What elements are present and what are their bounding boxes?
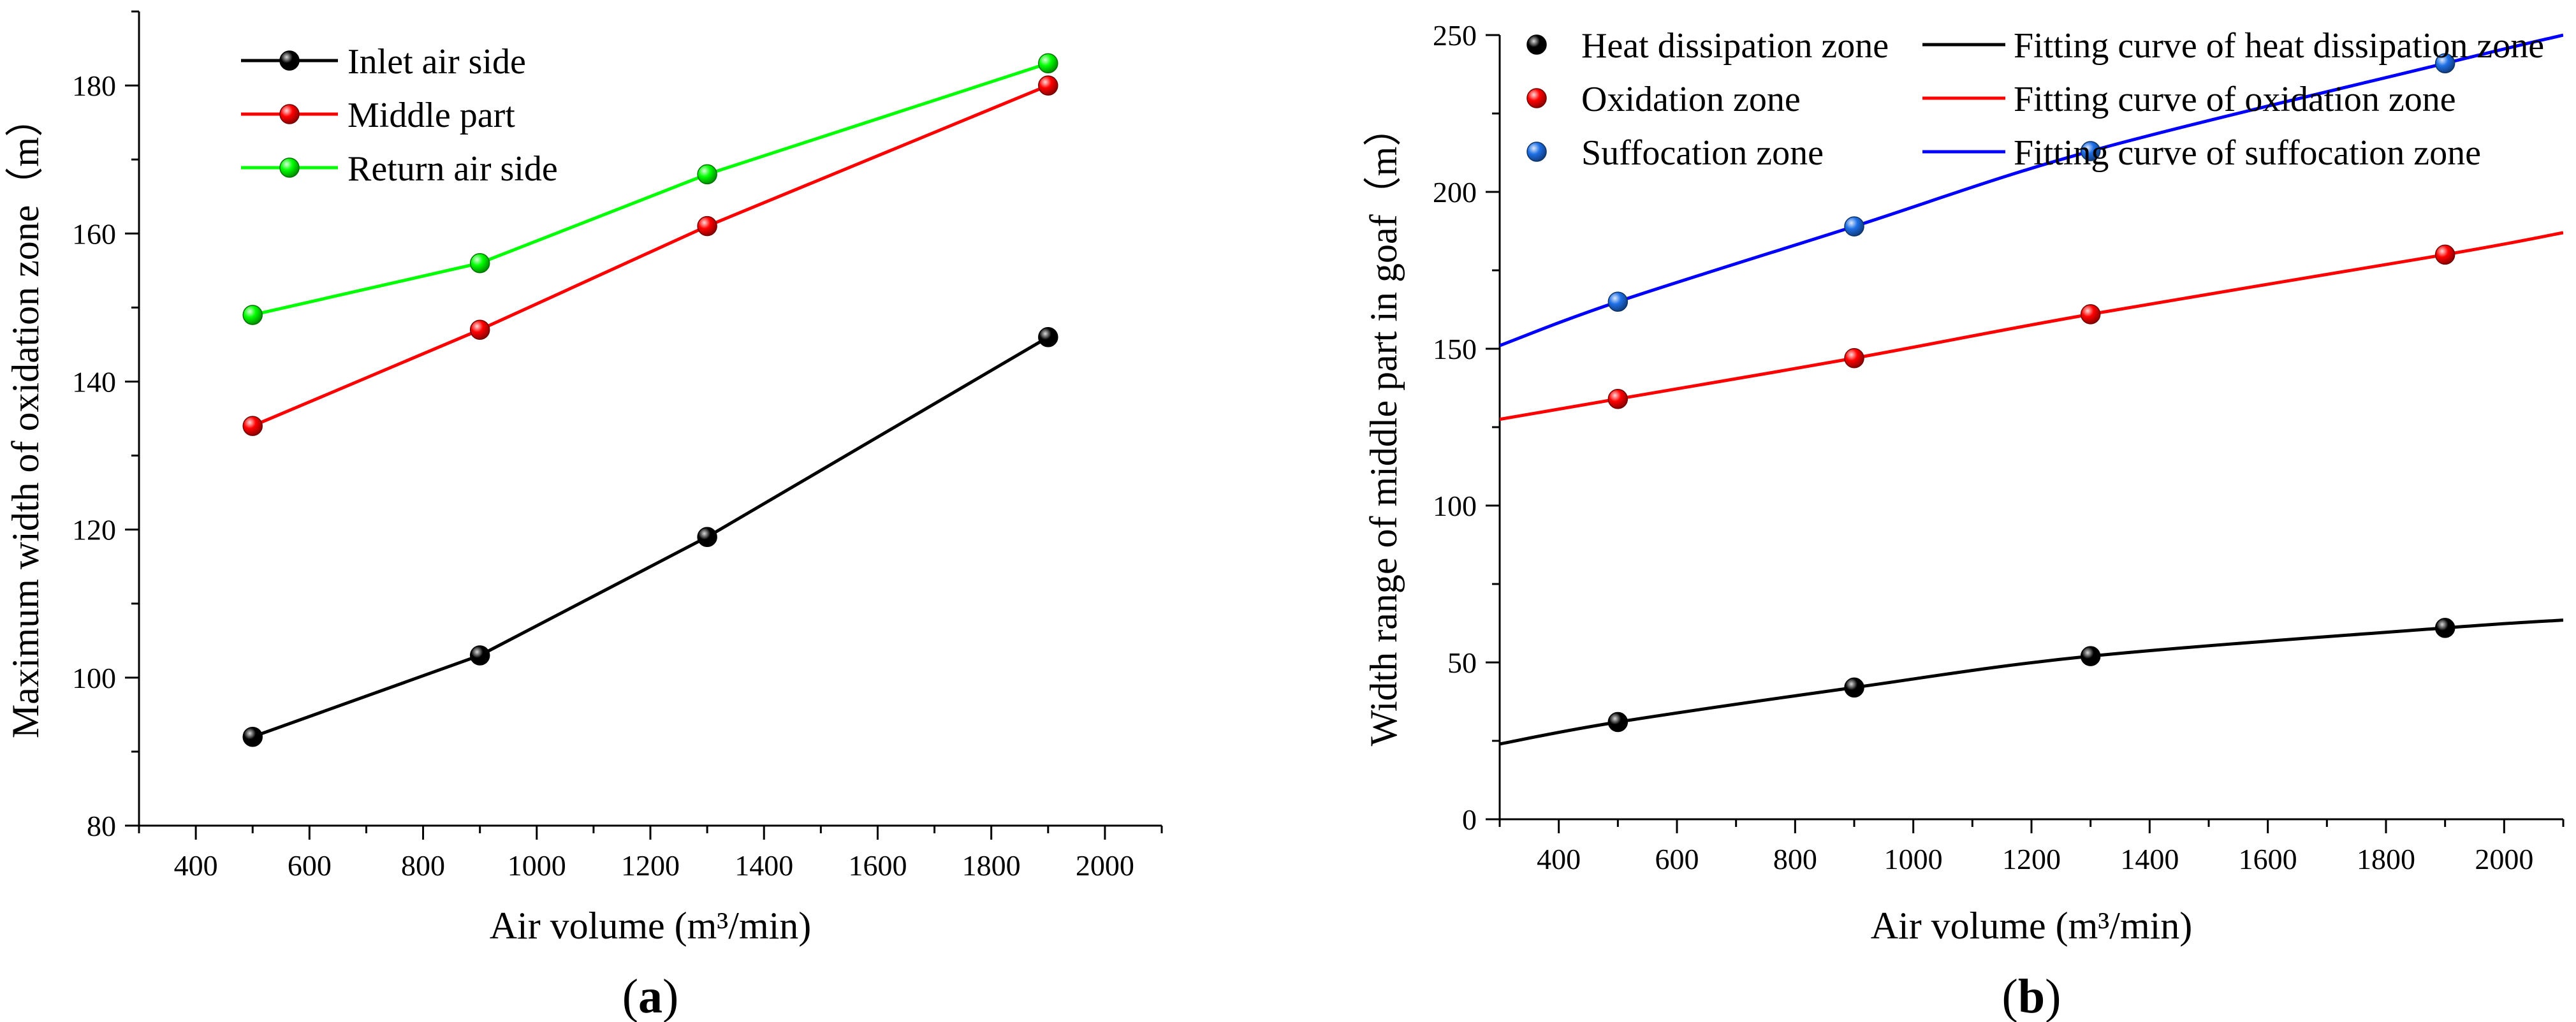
chart-a-data-point <box>242 305 263 325</box>
chart-a-legend-label: Middle part <box>348 96 515 135</box>
chart-b-panel-letter: b <box>2018 970 2045 1022</box>
chart-b-x-tick-label: 2000 <box>2475 843 2533 875</box>
chart-b-legend-label: Heat dissipation zone <box>1581 26 1889 66</box>
chart-b-data-point <box>1607 291 1628 312</box>
chart-a-panel-letter: a <box>638 970 662 1022</box>
chart-b-x-tick-label: 1200 <box>2002 843 2061 875</box>
chart-panel-b: 400 600 800 1000 1200 1400 1600 1800 2000 0 50 100 1… <box>1363 19 2565 1022</box>
chart-a-series-line-2 <box>252 61 1049 317</box>
chart-b-y-tick-label: 250 <box>1433 19 1477 52</box>
chart-b-data-point <box>1607 388 1628 409</box>
chart-a-y-tick-label: 160 <box>72 217 116 250</box>
chart-a-x-axis-title: Air volume (m³/min) <box>490 905 812 947</box>
chart-a-legend-label: Return air side <box>348 149 558 189</box>
chart-a-data-point <box>242 416 263 436</box>
chart-a-legend-label: Inlet air side <box>348 42 526 82</box>
chart-a-x-tick-label: 800 <box>401 849 445 882</box>
chart-a-x-tick-label: 1600 <box>848 849 907 882</box>
chart-b-x-tick-label: 400 <box>1537 843 1581 875</box>
chart-b-x-tick-label: 800 <box>1773 843 1817 875</box>
chart-b-legend-marker <box>1526 34 1547 55</box>
chart-a-x-tick-label: 600 <box>288 849 332 882</box>
chart-b-data-point <box>2434 53 2455 74</box>
chart-b-data-point <box>1844 348 1864 369</box>
chart-a-x-tick-label: 2000 <box>1076 849 1134 882</box>
chart-b-y-tick-label: 0 <box>1462 803 1477 836</box>
chart-b-legend-label: Fitting curve of suffocation zone <box>2014 133 2481 173</box>
chart-b-y-tick-label: 50 <box>1447 646 1477 679</box>
chart-b-x-tick-label: 600 <box>1655 843 1699 875</box>
chart-a-y-tick-label: 140 <box>72 365 116 398</box>
chart-b-data-point <box>1844 216 1864 237</box>
chart-b-data-point <box>1844 677 1864 698</box>
chart-a-series-line-0 <box>252 335 1050 739</box>
chart-b-y-tick-label: 200 <box>1433 176 1477 208</box>
chart-a-data-point <box>697 215 717 237</box>
chart-a-legend-marker <box>279 50 300 71</box>
chart-b-fit-curve-0 <box>1500 618 2563 746</box>
chart-b-legend-label: Oxidation zone <box>1581 80 1801 119</box>
chart-a-legend-marker <box>279 104 300 124</box>
chart-b-legend-label: Suffocation zone <box>1581 133 1824 173</box>
chart-a-y-tick-label: 100 <box>72 662 116 694</box>
chart-a-legend-marker <box>279 157 300 178</box>
chart-a-x-tick-label: 1200 <box>621 849 680 882</box>
chart-a-series-line-1 <box>252 84 1049 428</box>
chart-a-data-point <box>1038 75 1058 96</box>
chart-b-data-point <box>1607 712 1628 733</box>
chart-b-x-tick-label: 1600 <box>2239 843 2297 875</box>
chart-a-data-point <box>469 252 490 274</box>
chart-a-data-point <box>1038 53 1058 74</box>
chart-a-y-tick-label: 120 <box>72 514 116 546</box>
chart-b-data-point <box>2434 244 2455 265</box>
chart-a-x-tick-label: 1400 <box>735 849 793 882</box>
chart-a-data-point <box>469 645 490 666</box>
chart-b-legend-marker <box>1526 142 1547 162</box>
chart-a-data-point <box>1038 327 1058 347</box>
chart-a-data-point <box>697 164 717 185</box>
chart-b-x-axis-title: Air volume (m³/min) <box>1871 905 2193 947</box>
chart-b-data-point <box>2080 646 2101 666</box>
chart-b-x-tick-label: 1000 <box>1884 843 1943 875</box>
chart-a-y-tick-label: 180 <box>72 69 116 102</box>
chart-a-y-axis-title: Maximum width of oxidation zone（m） <box>4 99 47 738</box>
chart-b-legend-label: Fitting curve of oxidation zone <box>2014 80 2456 119</box>
chart-b-data-point <box>2080 141 2101 161</box>
chart-a-data-point <box>469 319 490 340</box>
chart-b-legend-label: Fitting curve of heat dissipation zone <box>2014 26 2544 66</box>
chart-a-x-tick-label: 1000 <box>508 849 566 882</box>
chart-a-y-tick-label: 80 <box>87 810 116 842</box>
chart-a-data-point <box>242 726 263 747</box>
chart-panel-a: 400 600 800 1000 1200 1400 1600 1800 2000 80 100 12… <box>4 10 1163 1022</box>
chart-b-panel-label: (b) <box>2002 970 2061 1022</box>
chart-b-y-tick-label: 150 <box>1433 333 1477 365</box>
chart-a-x-tick-label: 400 <box>174 849 218 882</box>
chart-b-legend-marker <box>1526 88 1547 108</box>
chart-a-x-tick-label: 1800 <box>962 849 1021 882</box>
chart-b-y-tick-label: 100 <box>1433 490 1477 522</box>
chart-b-data-point <box>2080 304 2101 325</box>
chart-b-x-tick-label: 1800 <box>2357 843 2415 875</box>
chart-b-x-tick-label: 1400 <box>2120 843 2179 875</box>
chart-a-data-point <box>697 527 717 547</box>
chart-a-panel-label: (a) <box>622 970 679 1022</box>
chart-b-data-point <box>2434 618 2455 638</box>
chart-b-fit-curve-1 <box>1500 231 2563 421</box>
chart-b-y-axis-title: Width range of middle part in goaf（m） <box>1363 108 1405 747</box>
